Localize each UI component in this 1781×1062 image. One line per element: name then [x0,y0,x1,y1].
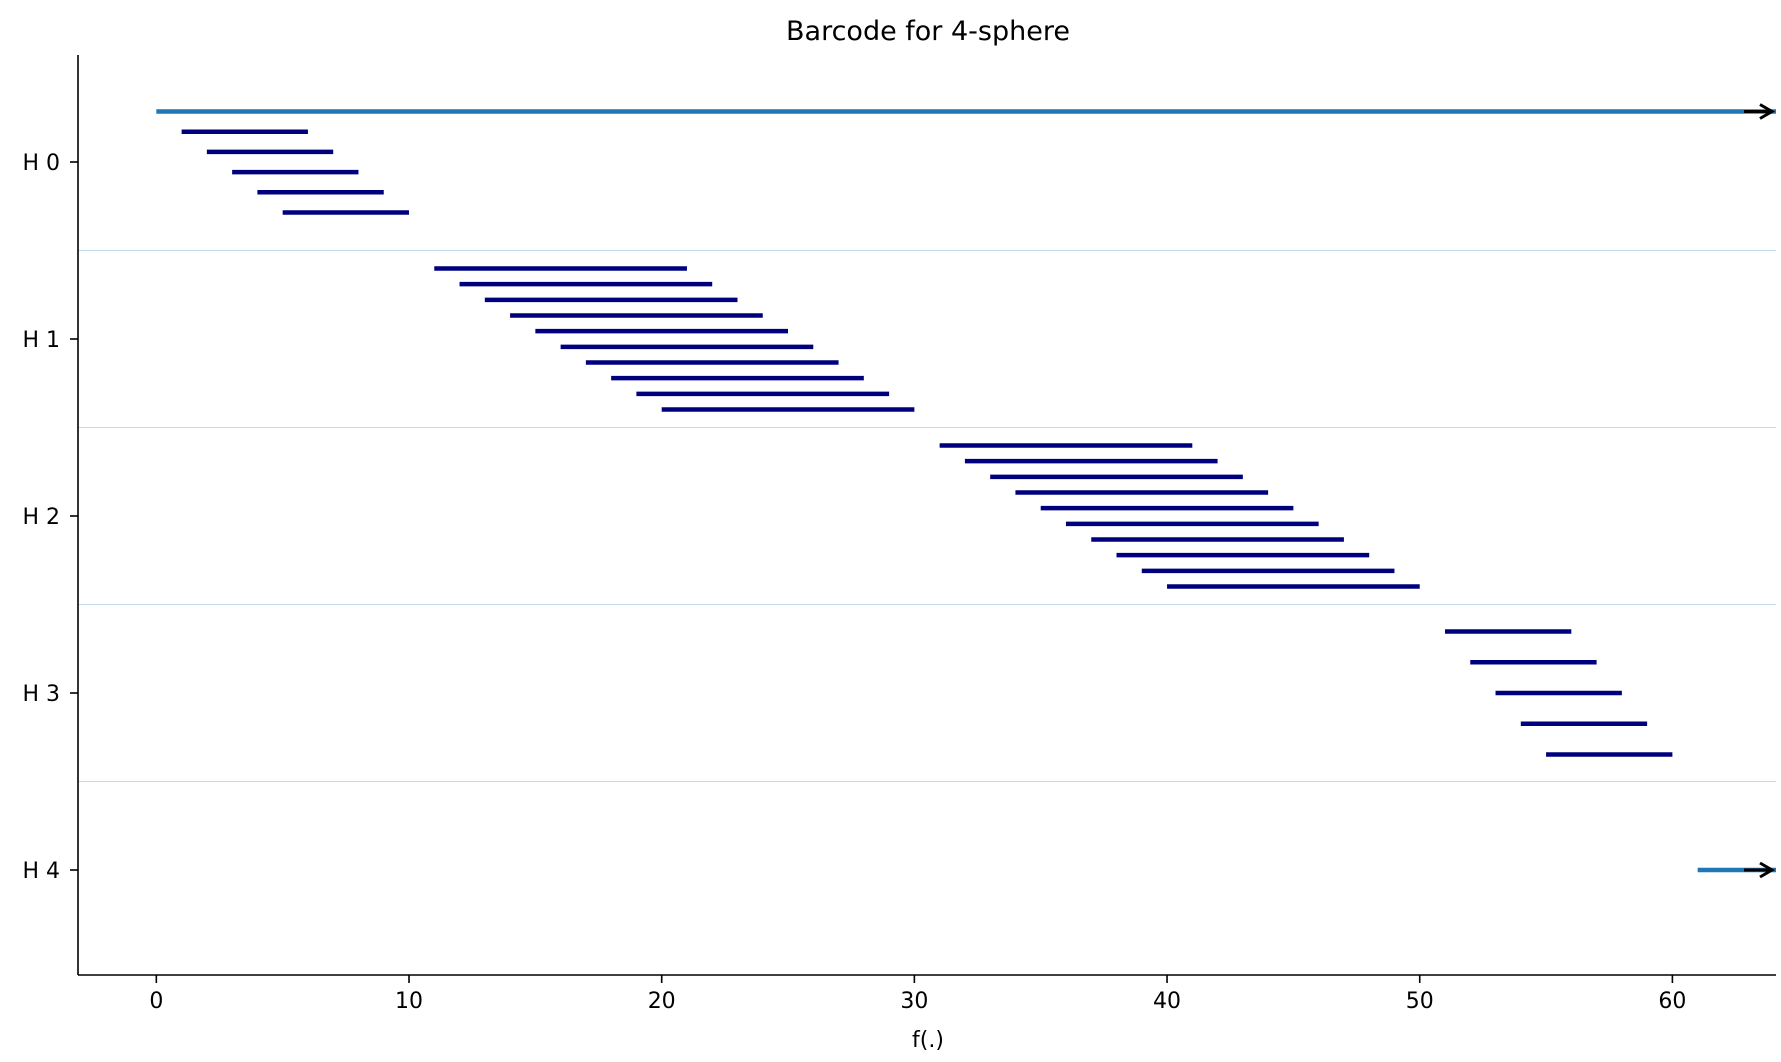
x-tick-label: 20 [648,989,676,1014]
y-tick-label: H 0 [22,151,60,176]
arrow-icon [1759,861,1775,879]
y-tick-label: H 4 [22,859,60,884]
x-tick-label: 0 [149,989,163,1014]
y-ticks: H 0 H 1 H 2 H 3 H 4 [22,151,78,884]
x-tick-label: 50 [1406,989,1434,1014]
x-tick-label: 40 [1153,989,1181,1014]
y-tick-label: H 1 [22,328,60,353]
y-tick-label: H 2 [22,505,60,530]
x-tick-label: 60 [1658,989,1686,1014]
chart-title: Barcode for 4-sphere [786,16,1070,47]
arrow-icon [1759,103,1775,120]
group-separators [78,250,1776,782]
infinite-arrows [1744,103,1775,879]
x-tick-label: 30 [900,989,928,1014]
y-tick-label: H 3 [22,682,60,707]
x-axis-label: f(.) [912,1028,944,1053]
barcode-bars [156,109,1776,873]
axes [77,55,1776,976]
x-ticks: 0 10 20 30 40 50 60 [149,975,1686,1014]
x-tick-label: 10 [395,989,423,1014]
